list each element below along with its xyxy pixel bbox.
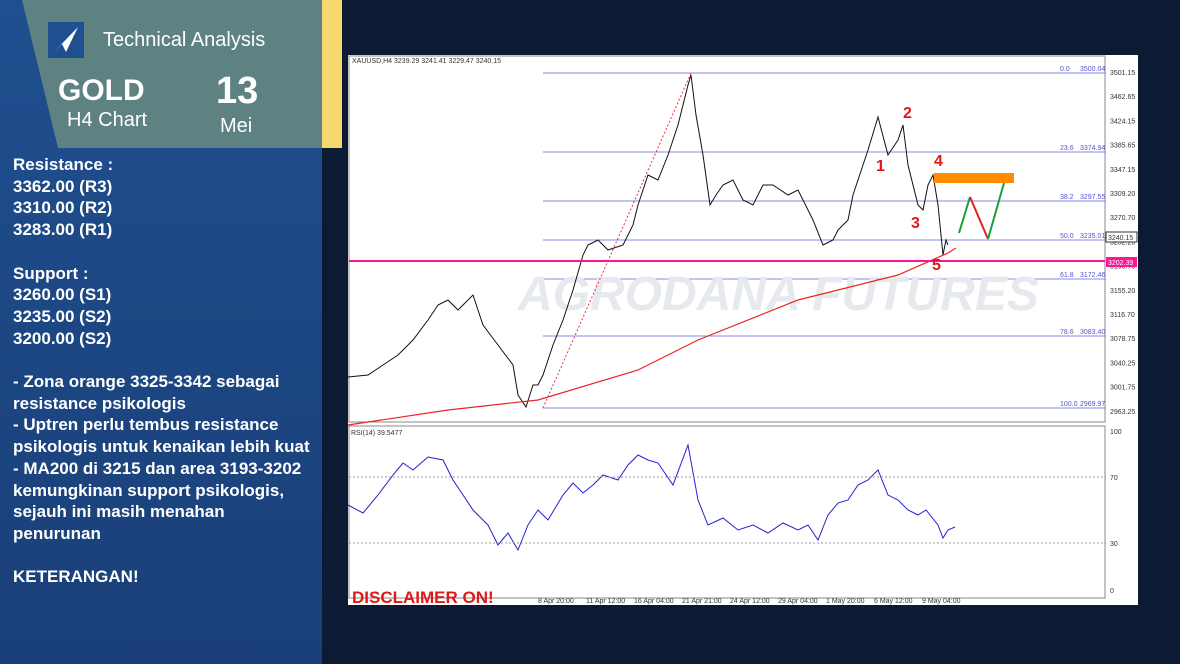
price-frame (348, 55, 1106, 423)
level: 3283.00 (R1) (13, 220, 113, 240)
time-label: 21 Apr 21:00 (682, 598, 722, 605)
footer: KETERANGAN! (13, 567, 139, 587)
rsi-tick: 100 (1110, 429, 1122, 436)
month: Mei (220, 115, 253, 137)
time-label: 1 May 20:00 (826, 598, 865, 605)
fib-price: 3297.55 (1080, 194, 1105, 201)
fib-ratio: 61.8 (1060, 272, 1074, 279)
fib-ratio: 100.0 (1060, 401, 1078, 408)
arrow-up (987, 182, 1005, 240)
rsi-tick: 70 (1110, 475, 1118, 482)
fib-price: 2969.97 (1080, 401, 1105, 408)
price-tick: 3078.75 (1110, 336, 1135, 343)
chart-screenshot: AGRODANA FUTURES XAUUSD,H4 3239.29 3241.… (348, 55, 1138, 605)
time-label: 24 Apr 12:00 (730, 598, 770, 605)
disclaimer: DISCLAIMER ON! (352, 588, 494, 605)
note: - Uptren perlu tembus resistance psikolo… (13, 415, 310, 457)
accent-strip (322, 0, 342, 148)
fib-price: 3374.94 (1080, 145, 1105, 152)
rsi-label: RSI(14) 39.5477 (351, 430, 402, 437)
title: Technical Analysis (103, 29, 266, 51)
fib-price: 3235.01 (1080, 233, 1105, 240)
time-label: 29 Apr 04:00 (778, 598, 818, 605)
arrow-up (958, 196, 971, 234)
time-label: 8 Apr 20:00 (538, 598, 574, 605)
line-box (1106, 257, 1137, 267)
fib-ratio: 78.6 (1060, 329, 1074, 336)
fib-ratio: 38.2 (1060, 194, 1074, 201)
time-label: 9 May 04:00 (922, 598, 961, 605)
note: - Zona orange 3325-3342 sebagai resistan… (13, 372, 280, 413)
wave-label: 5 (932, 257, 941, 274)
wave-label: 4 (934, 153, 943, 170)
current-price: 3240.15 (1108, 235, 1133, 242)
fib-trend (542, 72, 692, 409)
price-tick: 3270.70 (1110, 215, 1135, 222)
price-tick: 3424.15 (1110, 118, 1135, 125)
rsi-tick: 0 (1110, 588, 1114, 595)
price-tick: 3501.15 (1110, 70, 1135, 77)
watermark: AGRODANA FUTURES (517, 268, 1039, 321)
level: 3310.00 (R2) (13, 198, 113, 218)
note: - MA200 di 3215 dan area 3193-3202 kemun… (13, 458, 302, 543)
arrow-down (969, 196, 989, 240)
time-label: 11 Apr 12:00 (586, 598, 625, 605)
resistance-zone (934, 173, 1014, 183)
level: 3362.00 (R3) (13, 176, 113, 196)
wave-label: 3 (911, 215, 920, 232)
timeframe: H4 Chart (67, 109, 148, 131)
level: 3200.00 (S2) (13, 328, 112, 348)
resistance-title: Resistance : (13, 155, 114, 174)
support-title: Support : (13, 263, 89, 283)
fib-price: 3500.04 (1080, 66, 1105, 73)
price-path (348, 74, 949, 409)
time-label: 16 Apr 04:00 (634, 598, 674, 605)
price-tick: 3001.75 (1110, 385, 1135, 392)
price-box (1105, 231, 1138, 243)
level: 3260.00 (S1) (13, 285, 112, 305)
fib-price: 3083.40 (1080, 329, 1105, 336)
price-tick: 3193.70 (1110, 264, 1135, 271)
day: 13 (216, 70, 259, 112)
price-tick: 2963.25 (1110, 409, 1135, 416)
wave-label: 1 (876, 158, 885, 175)
price-tick: 3116.70 (1110, 312, 1135, 319)
fib-price: 3172.46 (1080, 272, 1105, 279)
fib-ratio: 23.6 (1060, 145, 1074, 152)
price-tick: 3385.65 (1110, 143, 1135, 150)
price-tick: 3155.20 (1110, 288, 1135, 295)
level: 3235.00 (S2) (13, 306, 112, 326)
line-price: 3202.39 (1108, 260, 1133, 267)
price-tick: 3462.65 (1110, 94, 1135, 101)
price-tick: 3232.20 (1110, 239, 1135, 246)
price-tick: 3040.25 (1110, 360, 1135, 367)
fib-ratio: 50.0 (1060, 233, 1074, 240)
chart-info: XAUUSD,H4 3239.29 3241.41 3229.47 3240.1… (352, 58, 501, 65)
rsi-tick: 30 (1110, 541, 1118, 548)
price-tick: 3347.15 (1110, 167, 1135, 174)
instrument: GOLD (58, 74, 145, 107)
levels: Resistance : 3362.00 (R3) 3310.00 (R2) 3… (13, 154, 313, 588)
chart-bg (348, 55, 1138, 605)
price-tick: 3309.20 (1110, 191, 1135, 198)
wave-label: 2 (903, 105, 912, 122)
time-label: 6 May 12:00 (874, 598, 913, 605)
fib-ratio: 0.0 (1060, 66, 1070, 73)
rsi-path (348, 443, 956, 552)
rsi-frame (348, 425, 1106, 599)
logo (48, 22, 84, 58)
